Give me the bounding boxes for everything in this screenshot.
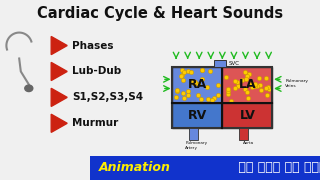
- Point: [179, 75, 184, 77]
- Bar: [222, 67, 272, 103]
- Point: [263, 86, 268, 89]
- Point: [189, 71, 194, 74]
- Text: SVC: SVC: [228, 61, 239, 66]
- Point: [244, 77, 249, 80]
- Point: [196, 83, 201, 86]
- Polygon shape: [51, 114, 67, 132]
- Bar: [90, 156, 320, 180]
- Point: [226, 89, 231, 92]
- Polygon shape: [51, 62, 67, 80]
- Point: [179, 73, 184, 76]
- Point: [232, 86, 237, 89]
- Bar: [214, 60, 226, 67]
- Point: [243, 70, 248, 73]
- Bar: [239, 128, 248, 140]
- Point: [233, 79, 238, 82]
- Point: [266, 88, 271, 91]
- Point: [180, 78, 186, 81]
- Point: [199, 69, 204, 72]
- Point: [204, 85, 209, 88]
- Text: LA: LA: [239, 78, 256, 91]
- Point: [179, 68, 184, 71]
- Point: [181, 97, 186, 100]
- Bar: [172, 67, 222, 103]
- Point: [246, 96, 251, 99]
- Bar: [172, 103, 222, 128]
- Point: [239, 78, 244, 81]
- Point: [215, 94, 220, 97]
- Point: [189, 80, 194, 83]
- Point: [195, 93, 200, 96]
- Point: [249, 86, 254, 89]
- Polygon shape: [51, 88, 67, 106]
- Point: [186, 89, 191, 92]
- Point: [205, 97, 210, 100]
- Point: [263, 76, 268, 79]
- Point: [255, 84, 260, 87]
- Point: [225, 87, 230, 90]
- Point: [223, 76, 228, 78]
- Text: Pulmonary
Artery: Pulmonary Artery: [185, 141, 207, 150]
- Text: Aorta: Aorta: [243, 141, 254, 145]
- Point: [264, 94, 269, 96]
- Bar: [189, 128, 198, 140]
- Point: [228, 99, 234, 102]
- Point: [200, 68, 205, 71]
- Text: RV: RV: [188, 109, 207, 122]
- Point: [185, 94, 190, 96]
- Point: [210, 98, 215, 101]
- Text: S1,S2,S3,S4: S1,S2,S3,S4: [72, 92, 143, 102]
- Point: [245, 75, 250, 78]
- Point: [182, 70, 187, 73]
- Point: [199, 77, 204, 80]
- Point: [235, 85, 240, 88]
- Bar: [222, 103, 272, 128]
- Point: [211, 96, 216, 99]
- Point: [180, 91, 186, 94]
- Point: [247, 73, 252, 75]
- Text: Phases: Phases: [72, 40, 114, 51]
- Text: RA: RA: [188, 78, 207, 91]
- Point: [199, 98, 204, 101]
- Point: [185, 69, 190, 72]
- Circle shape: [25, 85, 33, 92]
- Point: [173, 96, 178, 98]
- Text: LV: LV: [239, 109, 255, 122]
- Text: Animation: Animation: [99, 161, 170, 174]
- Point: [242, 87, 247, 90]
- Point: [256, 77, 261, 80]
- Point: [192, 82, 197, 85]
- Point: [245, 91, 250, 93]
- Text: Murmur: Murmur: [72, 118, 118, 128]
- Text: Pulmonary
Veins: Pulmonary Veins: [285, 79, 308, 88]
- Point: [208, 70, 213, 73]
- Text: Cardiac Cycle & Heart Sounds: Cardiac Cycle & Heart Sounds: [37, 6, 283, 21]
- Point: [265, 86, 270, 89]
- Point: [216, 84, 221, 86]
- Point: [226, 93, 231, 96]
- Point: [253, 85, 258, 88]
- Polygon shape: [51, 37, 67, 55]
- Bar: [172, 67, 272, 128]
- Point: [193, 80, 198, 83]
- Text: Lub-Dub: Lub-Dub: [72, 66, 121, 76]
- Point: [259, 88, 264, 91]
- Point: [257, 84, 262, 87]
- Point: [174, 89, 180, 92]
- Point: [252, 83, 258, 86]
- Point: [247, 83, 252, 86]
- Text: की मदद से समझें: की मदद से समझें: [234, 161, 320, 174]
- Point: [175, 90, 180, 93]
- Point: [235, 81, 240, 84]
